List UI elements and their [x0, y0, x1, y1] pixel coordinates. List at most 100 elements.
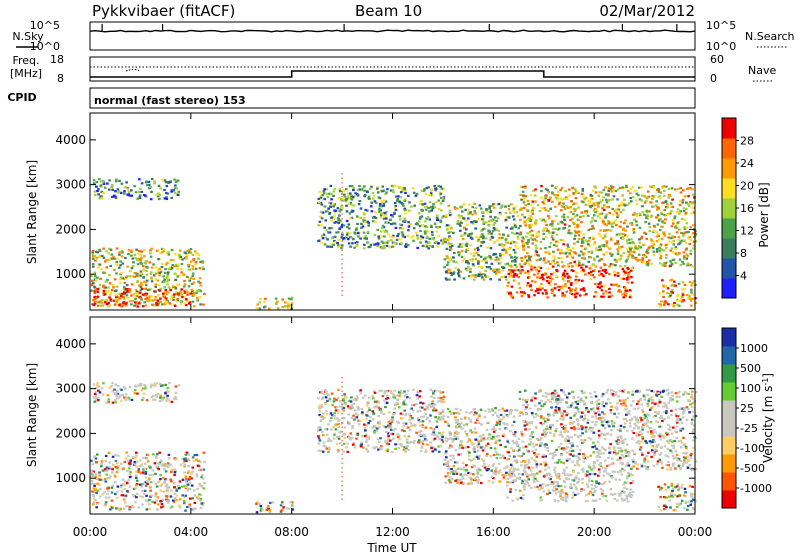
scatter-cell: [123, 281, 127, 284]
scatter-cell: [589, 227, 593, 231]
scatter-cell: [421, 425, 424, 428]
scatter-cell: [690, 284, 693, 287]
scatter-cell: [520, 213, 524, 216]
scatter-cell: [506, 234, 510, 237]
scatter-cell: [499, 256, 503, 260]
scatter-cell: [483, 462, 486, 465]
scatter-cell: [641, 257, 645, 260]
scatter-cell: [462, 277, 466, 280]
scatter-cell: [385, 401, 389, 405]
scatter-cell: [626, 258, 629, 261]
scatter-cell: [92, 282, 95, 285]
scatter-cell: [520, 291, 523, 294]
scatter-cell: [151, 453, 155, 456]
scatter-cell: [563, 481, 567, 484]
scatter-cell: [111, 390, 114, 393]
scatter-cell: [321, 430, 324, 434]
scatter-cell: [441, 199, 445, 203]
scatter-cell: [535, 219, 538, 222]
scatter-cell: [452, 465, 456, 468]
noise-spikes: [101, 24, 678, 31]
scatter-cell: [100, 195, 103, 198]
scatter-cell: [176, 299, 179, 302]
scatter-cell: [451, 440, 454, 443]
scatter-cell: [693, 244, 696, 247]
scatter-cell: [163, 478, 167, 481]
scatter-cell: [366, 190, 369, 193]
scatter-cell: [118, 253, 121, 256]
scatter-cell: [453, 461, 457, 464]
scatter-cell: [385, 191, 388, 194]
scatter-cell: [320, 217, 324, 220]
scatter-cell: [508, 248, 511, 251]
scatter-cell: [556, 500, 560, 503]
scatter-cell: [460, 205, 464, 208]
scatter-cell: [681, 201, 684, 204]
scatter-cell: [430, 231, 434, 234]
scatter-cell: [515, 211, 519, 214]
scatter-cell: [512, 469, 515, 472]
scatter-cell: [367, 435, 371, 438]
scatter-cell: [531, 238, 535, 241]
scatter-cell: [124, 457, 128, 460]
scatter-cell: [127, 396, 131, 399]
scatter-cell: [584, 212, 587, 215]
scatter-cell: [387, 221, 390, 224]
scatter-cell: [342, 398, 345, 401]
scatter-cell: [415, 394, 419, 397]
scatter-cell: [562, 197, 566, 200]
scatter-cell: [473, 210, 476, 213]
scatter-cell: [394, 226, 398, 229]
scatter-cell: [670, 262, 674, 265]
scatter-cell: [154, 494, 157, 497]
scatter-cell: [96, 453, 99, 456]
scatter-cell: [576, 292, 579, 295]
scatter-cell: [276, 300, 279, 303]
scatter-cell: [667, 212, 670, 215]
scatter-cell: [115, 257, 119, 261]
scatter-cell: [641, 258, 644, 261]
scatter-cell: [659, 217, 662, 220]
scatter-cell: [609, 229, 613, 232]
scatter-cell: [535, 253, 538, 256]
scatter-cell: [324, 402, 327, 405]
scatter-cell: [513, 241, 516, 244]
scatter-cell: [448, 431, 451, 434]
scatter-cell: [202, 303, 205, 306]
scatter-cell: [487, 464, 490, 467]
scatter-cell: [629, 494, 633, 497]
scatter-cell: [515, 232, 519, 235]
scatter-cell: [114, 401, 117, 404]
scatter-cell: [124, 501, 127, 504]
scatter-cell: [683, 255, 686, 258]
scatter-cell: [195, 291, 198, 294]
scatter-cell: [529, 194, 533, 197]
scatter-cell: [674, 248, 678, 251]
scatter-cell: [167, 271, 170, 274]
scatter-cell: [115, 300, 119, 304]
scatter-cell: [152, 263, 155, 266]
scatter-cell: [678, 228, 681, 231]
scatter-cell: [652, 253, 656, 257]
scatter-cell: [572, 494, 575, 497]
scatter-cell: [530, 217, 534, 220]
scatter-cell: [144, 483, 148, 486]
scatter-cell: [263, 305, 267, 308]
scatter-cell: [193, 501, 197, 504]
scatter-cell: [596, 474, 600, 477]
scatter-cell: [330, 219, 333, 222]
scatter-cell: [98, 178, 101, 181]
scatter-cell: [318, 409, 322, 413]
scatter-cell: [659, 305, 662, 308]
scatter-cell: [279, 504, 283, 507]
scatter-cell: [485, 208, 488, 211]
scatter-cell: [626, 269, 630, 272]
scatter-cell: [195, 473, 199, 476]
scatter-cell: [368, 188, 372, 191]
scatter-cell: [438, 191, 442, 194]
scatter-cell: [433, 403, 437, 406]
scatter-cell: [327, 437, 330, 440]
scatter-cell: [488, 219, 492, 222]
scatter-cell: [429, 192, 433, 195]
scatter-cell: [174, 469, 177, 472]
